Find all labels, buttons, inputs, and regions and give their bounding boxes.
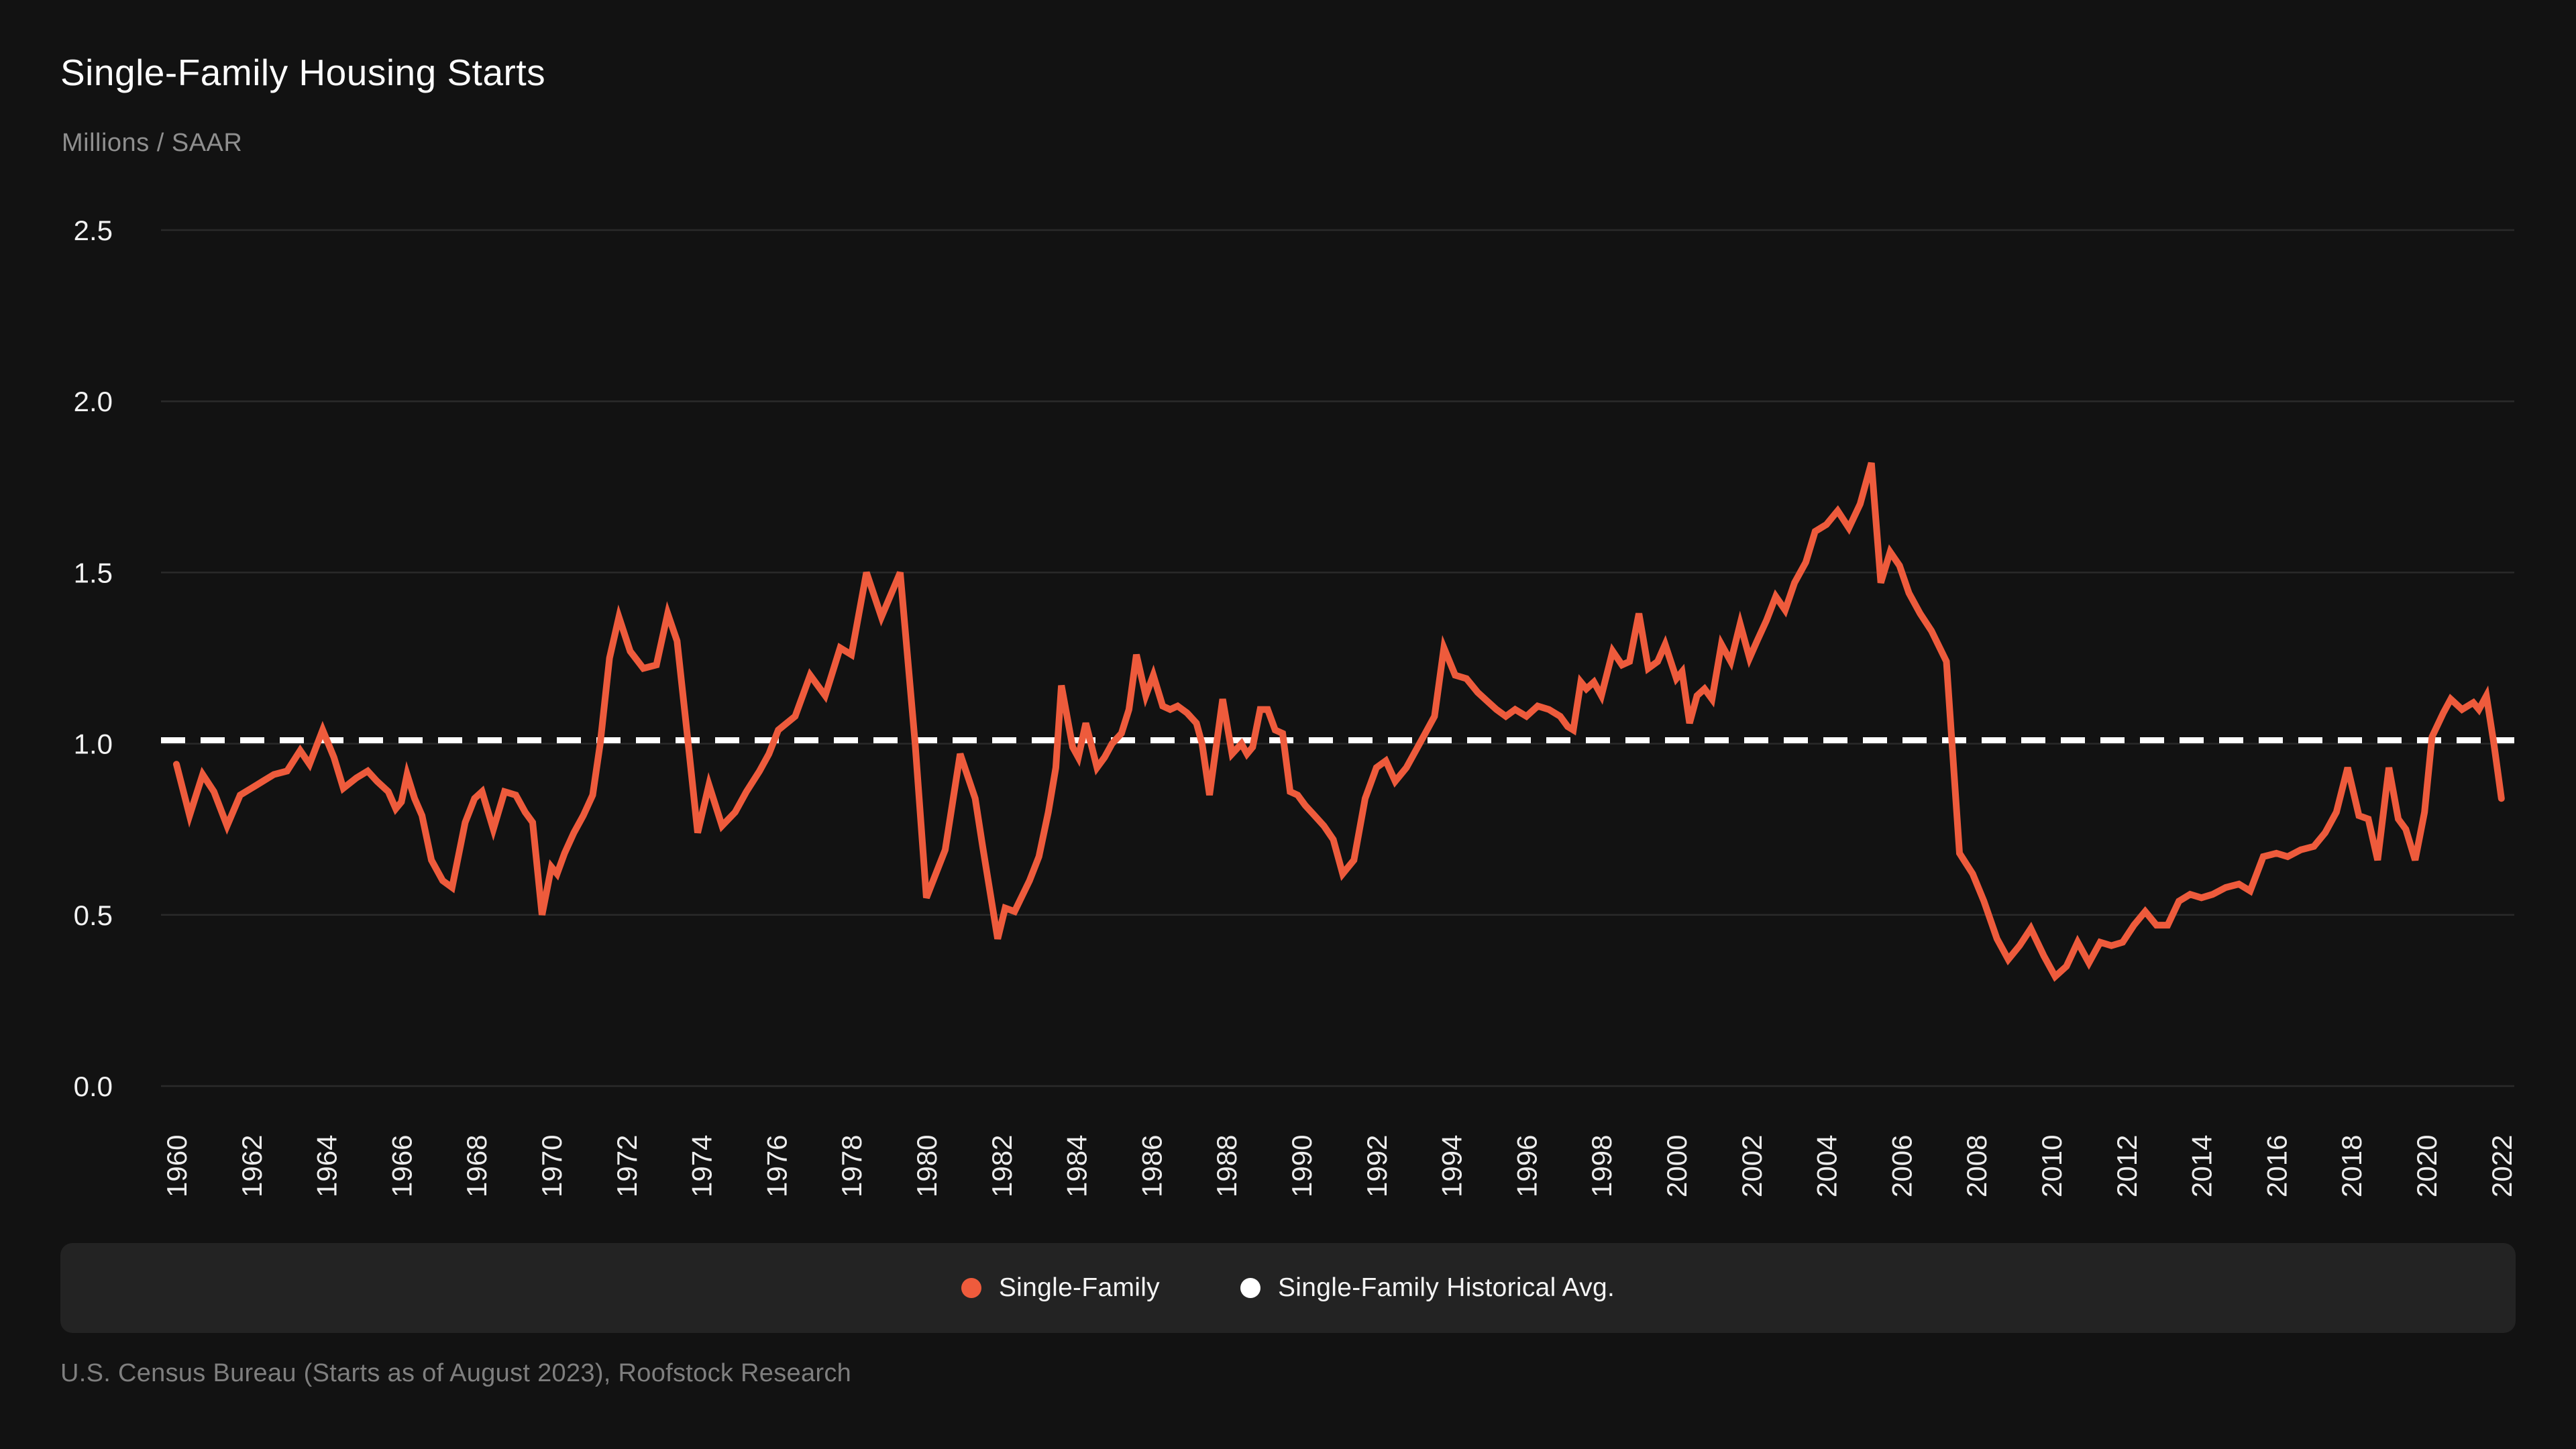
x-axis-tick-label: 2018 xyxy=(2336,1135,2367,1197)
gridlines xyxy=(161,229,2514,1087)
x-axis-tick-label: 2000 xyxy=(1661,1135,1693,1197)
y-axis-tick-label: 1.0 xyxy=(74,729,113,760)
x-axis-tick-label: 2010 xyxy=(2036,1135,2068,1197)
legend-item-single-family[interactable]: Single-Family xyxy=(961,1273,1160,1303)
y-axis-tick-label: 0.5 xyxy=(74,900,113,931)
x-axis-tick-label: 1998 xyxy=(1586,1135,1617,1197)
legend-dot-icon xyxy=(1240,1278,1260,1298)
x-axis-tick-label: 1962 xyxy=(236,1135,268,1197)
x-axis-tick-label: 2012 xyxy=(2111,1135,2143,1197)
x-axis-tick-label: 2006 xyxy=(1886,1135,1917,1197)
y-axis-tick-label: 0.0 xyxy=(74,1071,113,1102)
legend-item-historical-avg[interactable]: Single-Family Historical Avg. xyxy=(1240,1273,1615,1303)
legend-bar: Single-Family Single-Family Historical Av… xyxy=(60,1243,2516,1333)
source-text: U.S. Census Bureau (Starts as of August … xyxy=(60,1359,852,1387)
y-axis-tick-label: 2.5 xyxy=(74,215,113,246)
x-axis-tick-label: 1992 xyxy=(1361,1135,1393,1197)
x-axis-tick-label: 2014 xyxy=(2186,1135,2218,1197)
x-axis-tick-label: 2022 xyxy=(2486,1135,2518,1197)
x-axis-labels: 1960 1962 1964 1966 1968 1970 1972 1974 1976 1978… xyxy=(161,1135,2518,1197)
x-axis-tick-label: 1964 xyxy=(311,1135,343,1197)
legend-item-label: Single-Family Historical Avg. xyxy=(1277,1273,1615,1302)
x-axis-tick-label: 1986 xyxy=(1136,1135,1167,1197)
y-axis-tick-label: 1.5 xyxy=(74,557,113,588)
x-axis-tick-label: 1970 xyxy=(536,1135,568,1197)
x-axis-tick-label: 1980 xyxy=(911,1135,943,1197)
x-axis-tick-label: 2004 xyxy=(1811,1135,1843,1197)
x-axis-tick-label: 1976 xyxy=(761,1135,792,1197)
x-axis-tick-label: 2002 xyxy=(1736,1135,1768,1197)
x-axis-tick-label: 1968 xyxy=(461,1135,492,1197)
x-axis-tick-label: 1966 xyxy=(386,1135,417,1197)
x-axis-tick-label: 1988 xyxy=(1211,1135,1242,1197)
x-axis-tick-label: 1972 xyxy=(611,1135,643,1197)
y-axis-labels: 0.0 0.5 1.0 1.5 2.0 2.5 xyxy=(74,215,113,1102)
x-axis-tick-label: 1978 xyxy=(836,1135,867,1197)
x-axis-tick-label: 1974 xyxy=(686,1135,718,1197)
x-axis-tick-label: 2008 xyxy=(1961,1135,1992,1197)
x-axis-tick-label: 1984 xyxy=(1061,1135,1093,1197)
x-axis-tick-label: 2016 xyxy=(2261,1135,2292,1197)
single-family-line xyxy=(173,462,2505,982)
page-subtitle: Millions / SAAR xyxy=(62,129,243,157)
x-axis-tick-label: 1982 xyxy=(986,1135,1018,1197)
x-axis-tick-label: 1996 xyxy=(1511,1135,1542,1197)
x-axis-tick-label: 2020 xyxy=(2411,1135,2443,1197)
x-axis-tick-label: 1960 xyxy=(161,1135,193,1197)
x-axis-tick-label: 1994 xyxy=(1436,1135,1468,1197)
legend-item-label: Single-Family xyxy=(998,1273,1160,1302)
legend-dot-icon xyxy=(961,1278,981,1298)
y-axis-tick-label: 2.0 xyxy=(74,386,113,417)
x-axis-tick-label: 1990 xyxy=(1286,1135,1318,1197)
page-title: Single-Family Housing Starts xyxy=(60,52,546,93)
